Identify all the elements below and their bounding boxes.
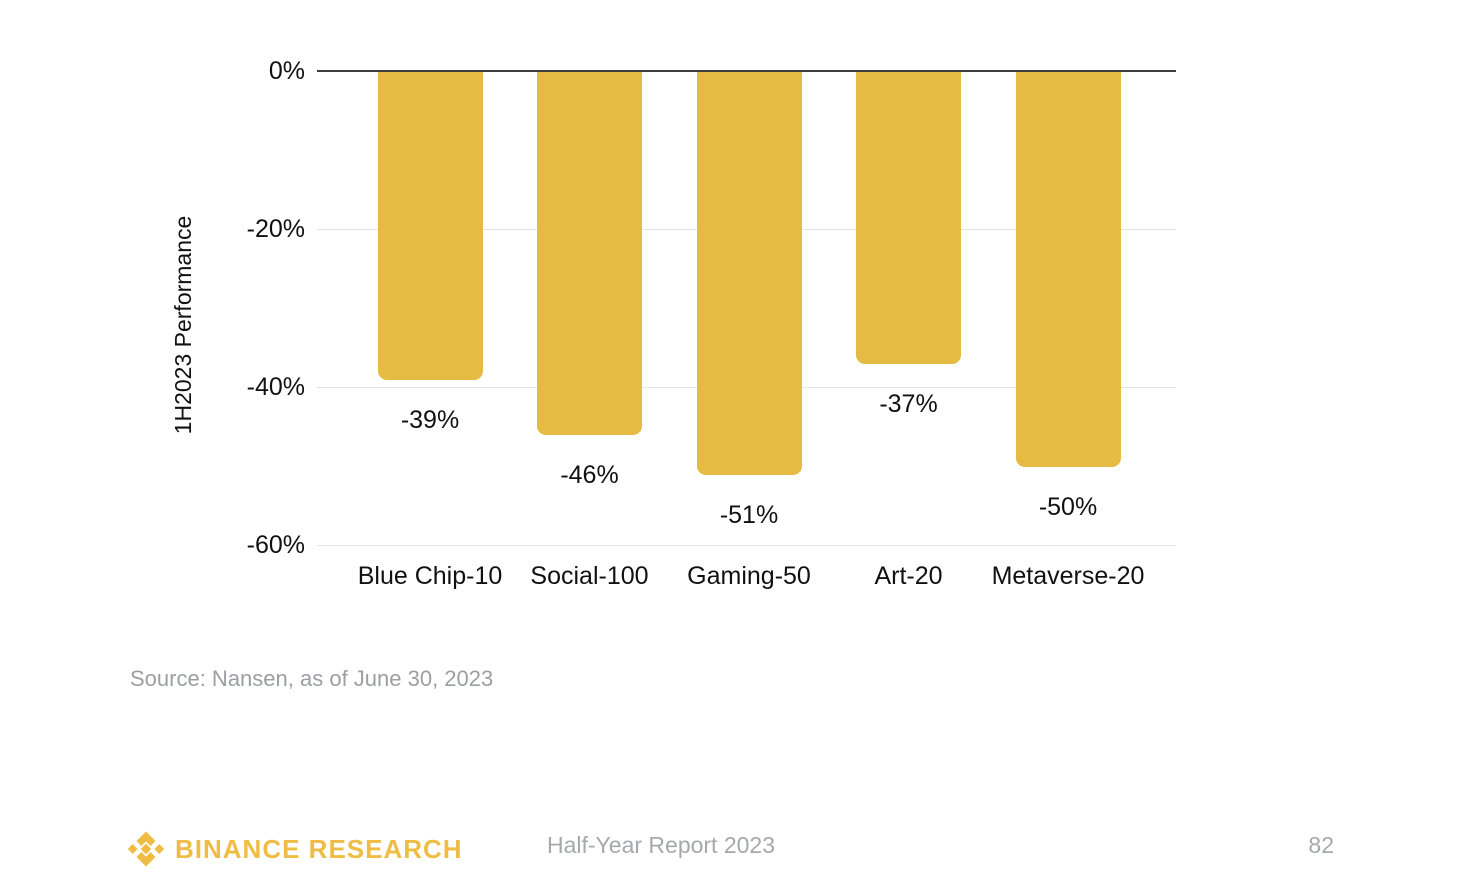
- page-number: 82: [1308, 832, 1334, 858]
- x-axis-labels: Blue Chip-10 Social-100 Gaming-50 Art-20 Met…: [317, 559, 1176, 593]
- category-label-art-20: Art-20: [874, 562, 943, 590]
- y-tick-label: 0%: [268, 57, 305, 85]
- report-title: Half-Year Report 2023: [546, 832, 776, 858]
- bar-value-label: -37%: [879, 390, 938, 419]
- footer-brand: BINANCE RESEARCH: [127, 828, 463, 870]
- category-label-gaming-50: Gaming-50: [687, 562, 811, 590]
- y-tick-label: -60%: [246, 531, 305, 559]
- bar-value-label: -46%: [560, 461, 619, 490]
- category-label-blue-chip-10: Blue Chip-10: [357, 562, 503, 590]
- y-tick-label: -20%: [246, 215, 305, 243]
- bar-value-label: -39%: [400, 406, 460, 435]
- category-label-social-100: Social-100: [530, 562, 649, 590]
- plot-area: -39% -46% -51% -37% -50%: [317, 70, 1176, 546]
- y-tick-label: -40%: [246, 373, 305, 401]
- source-note: Source: Nansen, as of June 30, 2023: [130, 666, 494, 691]
- bar-value-label: -50%: [1038, 493, 1098, 521]
- bar-blue-chip-10: [377, 72, 483, 381]
- bar-metaverse-20: [1015, 72, 1121, 467]
- bar-gaming-50: [696, 72, 802, 475]
- bar-art-20: [856, 72, 961, 365]
- category-label-metaverse-20: Metaverse-20: [991, 562, 1145, 590]
- zero-axis-line: [317, 70, 1176, 72]
- bar-social-100: [537, 72, 642, 436]
- binance-diamond-icon: [127, 830, 165, 868]
- y-axis-title: 1H2023 Performance: [170, 215, 196, 435]
- brand-name: BINANCE RESEARCH: [175, 833, 463, 864]
- bar-value-label: -51%: [719, 500, 779, 529]
- gridline: [317, 545, 1176, 546]
